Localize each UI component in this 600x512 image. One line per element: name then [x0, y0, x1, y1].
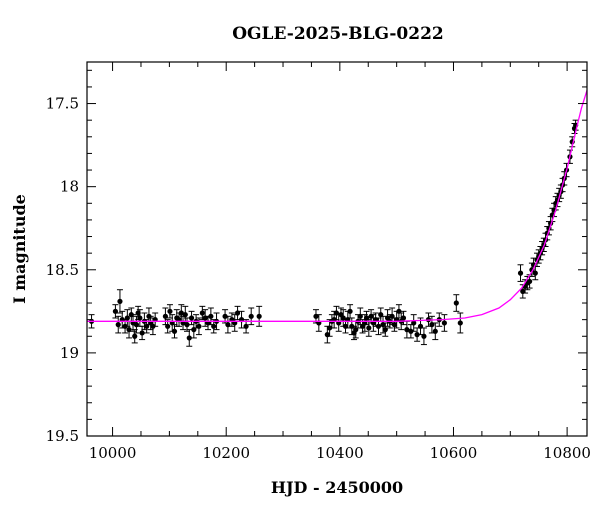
point-marker: [211, 323, 217, 329]
data-point: [116, 289, 123, 314]
data-point: [231, 314, 238, 332]
data-point: [234, 305, 241, 321]
point-marker: [432, 328, 438, 334]
point-marker: [411, 320, 417, 326]
point-marker: [532, 270, 538, 276]
model-curve: [87, 90, 588, 322]
point-marker: [115, 322, 121, 328]
data-point: [391, 317, 398, 332]
point-marker: [186, 335, 192, 341]
point-marker: [441, 320, 447, 326]
ticks-layer: 10000 10200 10400 10600 10800 17.5 18 18.5 19 19.…: [46, 62, 591, 462]
point-marker: [453, 300, 459, 306]
point-marker: [171, 328, 178, 334]
y-tick-label: 17.5: [46, 95, 79, 113]
x-tick-label: 10600: [430, 444, 478, 462]
data-point: [453, 294, 460, 312]
point-marker: [248, 313, 254, 319]
point-marker: [165, 323, 171, 329]
point-marker: [162, 313, 169, 319]
data-point: [112, 304, 119, 319]
point-marker: [208, 313, 214, 319]
point-marker: [414, 332, 420, 338]
point-marker: [178, 310, 184, 316]
data-point: [517, 264, 524, 282]
point-marker: [256, 313, 262, 319]
data-point: [188, 310, 195, 326]
y-tick-label: 19.5: [46, 427, 79, 445]
data-point: [532, 265, 539, 281]
point-marker: [137, 315, 143, 321]
data-point: [441, 314, 448, 332]
x-tick-label: 10200: [202, 444, 250, 462]
data-point: [171, 324, 178, 339]
point-marker: [112, 308, 119, 314]
y-tick-label: 19: [60, 344, 79, 362]
data-point: [382, 322, 389, 337]
point-marker: [517, 270, 524, 276]
point-marker: [182, 312, 188, 318]
point-marker: [382, 327, 388, 333]
x-tick-label: 10400: [316, 444, 364, 462]
data-point: [256, 305, 263, 327]
y-tick-label: 18: [60, 178, 79, 196]
point-marker: [357, 313, 363, 319]
data-point: [414, 327, 421, 342]
plot-frame: [86, 61, 588, 437]
point-marker: [457, 320, 463, 326]
data-point: [238, 310, 245, 329]
point-marker: [366, 325, 372, 331]
y-tick-label: 18.5: [46, 261, 79, 279]
point-marker: [400, 315, 407, 321]
point-marker: [132, 333, 138, 339]
point-marker: [421, 333, 427, 339]
point-marker: [196, 323, 202, 329]
point-marker: [375, 323, 382, 329]
x-tick-label: 10000: [89, 444, 137, 462]
x-axis-label: HJD - 2450000: [271, 478, 403, 497]
data-point: [432, 322, 439, 341]
point-marker: [124, 315, 130, 321]
chart-title: OGLE-2025-BLG-0222: [232, 24, 444, 44]
point-marker: [184, 322, 190, 328]
point-marker: [243, 323, 249, 329]
data-point: [457, 312, 464, 334]
point-marker: [167, 308, 173, 314]
data-point: [420, 327, 427, 346]
point-marker: [404, 327, 410, 333]
data-point: [115, 315, 122, 334]
model-layer: [87, 90, 588, 322]
y-axis-label: I magnitude: [10, 194, 29, 304]
point-marker: [199, 310, 205, 316]
data-point: [410, 314, 417, 332]
point-marker: [527, 278, 533, 285]
data-point: [400, 310, 407, 326]
point-marker: [117, 298, 123, 304]
point-marker: [347, 308, 353, 314]
point-marker: [391, 322, 397, 328]
point-marker: [188, 315, 195, 321]
data-point: [124, 309, 131, 327]
x-tick-label: 10800: [543, 444, 591, 462]
data-layer: [88, 119, 579, 347]
data-point: [248, 307, 255, 326]
point-marker: [139, 330, 145, 336]
